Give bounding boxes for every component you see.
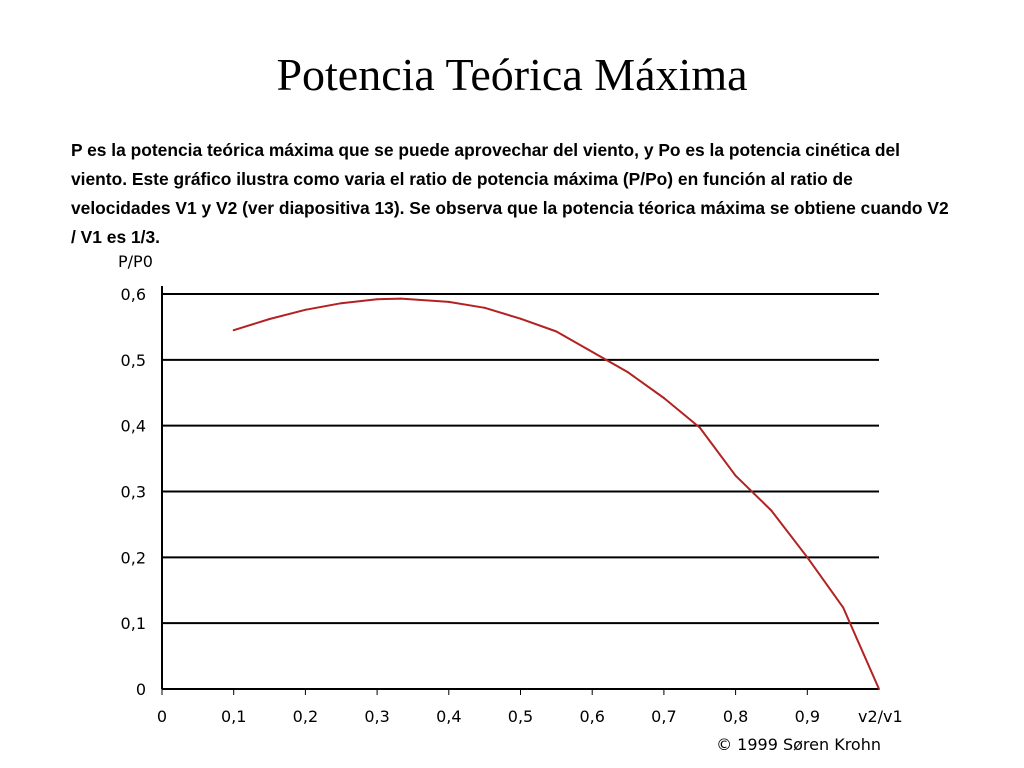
data-point xyxy=(447,300,450,303)
x-tick-label: 0,5 xyxy=(508,707,533,726)
slide-description: P es la potencia teórica máxima que se p… xyxy=(71,140,949,247)
data-point xyxy=(662,397,665,399)
data-point xyxy=(627,371,629,374)
y-tick-label: 0,6 xyxy=(121,285,146,304)
x-axis-label: v2/v1 xyxy=(858,707,903,726)
data-point xyxy=(400,297,402,300)
data-point xyxy=(340,302,343,305)
x-tick-label: 0,8 xyxy=(723,707,748,726)
data-point xyxy=(806,556,809,559)
x-tick-label: 0,7 xyxy=(651,707,676,726)
y-tick-label: 0,5 xyxy=(121,351,146,370)
data-point xyxy=(483,306,486,309)
x-tick-label: 0 xyxy=(157,707,167,726)
data-point xyxy=(591,350,594,353)
x-tick-label: 0,3 xyxy=(364,707,389,726)
data-point xyxy=(555,330,558,333)
slide-title: Potencia Teórica Máxima xyxy=(276,49,748,100)
y-tick-label: 0,1 xyxy=(121,614,146,633)
y-tick-label: 0,2 xyxy=(121,548,146,567)
data-point xyxy=(770,509,773,512)
series-line xyxy=(233,297,880,690)
y-tick-label: 0,3 xyxy=(121,483,146,502)
y-axis-label: P/P0 xyxy=(118,252,153,271)
x-tick-label: 0,9 xyxy=(795,707,820,726)
data-point xyxy=(734,474,737,477)
grid-lines xyxy=(162,293,879,625)
data-point xyxy=(842,606,845,609)
x-tick-label: 0,6 xyxy=(579,707,604,726)
data-point xyxy=(698,426,701,429)
axis-ticks: 0 0,1 0,2 0,3 0,4 0,5 0,6 0 0,1 0,2 0,3 0,4 0,5 0,6 0,… xyxy=(121,285,820,726)
data-point xyxy=(376,298,379,301)
copyright-credit: © 1999 Søren Krohn xyxy=(716,735,881,754)
series-layer xyxy=(232,297,880,690)
data-point xyxy=(268,318,271,320)
data-point xyxy=(304,308,307,311)
x-tick-label: 0,2 xyxy=(293,707,318,726)
y-tick-label: 0,4 xyxy=(121,417,146,436)
data-point xyxy=(232,329,235,332)
data-point xyxy=(878,688,880,690)
data-point xyxy=(519,317,522,320)
x-tick-label: 0,1 xyxy=(221,707,246,726)
y-tick-label: 0 xyxy=(136,680,146,699)
x-tick-label: 0,4 xyxy=(436,707,461,726)
